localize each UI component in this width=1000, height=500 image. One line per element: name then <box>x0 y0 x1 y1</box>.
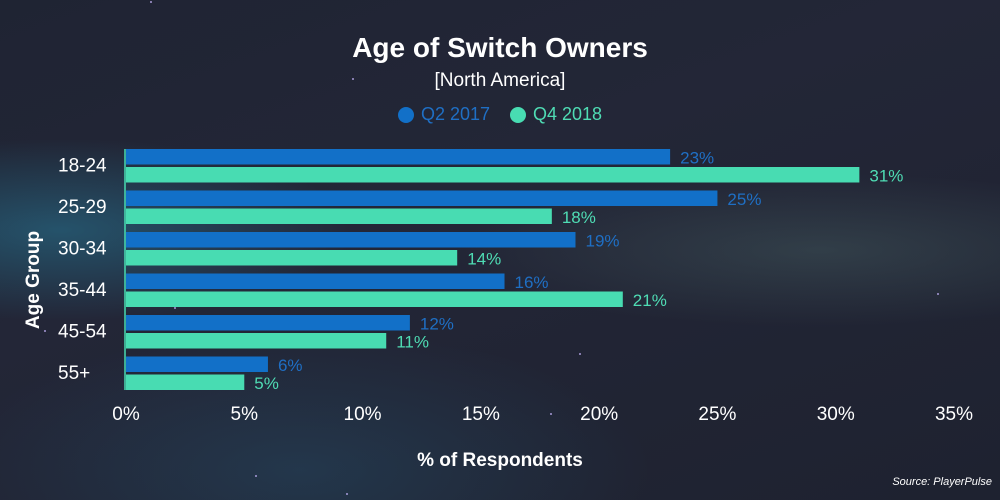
bar-value-label: 31% <box>869 167 903 186</box>
x-tick-label: 30% <box>817 404 855 425</box>
bar-value-label: 19% <box>585 232 619 251</box>
x-tick-label: 0% <box>112 404 140 425</box>
x-tick-label: 35% <box>935 404 973 425</box>
background-star <box>579 353 581 355</box>
bar-value-label: 6% <box>278 356 303 375</box>
bar-value-label: 12% <box>420 315 454 334</box>
bar-q4-2018[interactable] <box>126 167 860 183</box>
category-labels-group: 18-24 25-29 30-34 35-44 45-54 55+ <box>58 156 107 385</box>
background-star <box>44 330 46 332</box>
bar-q2-2017[interactable] <box>126 273 505 290</box>
background-star <box>352 78 354 80</box>
bar-q2-2017[interactable] <box>126 356 268 373</box>
bar-q4-2018[interactable] <box>126 208 552 225</box>
bar-q4-2018[interactable] <box>126 291 623 308</box>
legend-item-q4-2018[interactable]: Q4 2018 <box>510 104 602 125</box>
category-label: 30-34 <box>58 239 107 260</box>
bar-value-label: 11% <box>396 333 429 352</box>
bar-q2-2017[interactable] <box>126 232 576 248</box>
legend-label: Q4 2018 <box>533 104 603 124</box>
bar-value-label: 5% <box>254 374 279 393</box>
background-star <box>550 413 552 415</box>
bar-value-label: 23% <box>680 149 714 168</box>
x-tick-label: 25% <box>698 404 736 425</box>
background-star <box>255 475 257 477</box>
x-axis-title: % of Respondents <box>417 450 583 471</box>
legend: Q2 2017 Q4 2018 <box>0 104 1000 125</box>
x-tick-label: 15% <box>462 404 500 425</box>
category-label: 25-29 <box>58 197 107 218</box>
bar-labels-group: 23% 31% 25% 18% 19% 14% 16% 21% 12%11% 6%5% <box>254 149 903 394</box>
x-tick-labels-group: 0% 5% 10% 15% 20% 25% 30% 35% <box>112 404 973 425</box>
x-tick-label: 10% <box>344 404 382 425</box>
legend-marker-icon <box>397 106 414 123</box>
chart-title: Age of Switch Owners <box>352 32 648 63</box>
bar-q4-2018[interactable] <box>126 250 458 266</box>
bar-q4-2018[interactable] <box>126 333 387 349</box>
bar-value-label: 25% <box>727 190 761 209</box>
category-label: 35-44 <box>58 280 107 301</box>
bar-value-label: 18% <box>562 208 596 227</box>
legend-item-q2-2017[interactable]: Q2 2017 <box>397 104 490 125</box>
bar-value-label: 16% <box>515 273 549 292</box>
background-star <box>937 293 939 295</box>
source-note: Source: PlayerPulse <box>892 476 992 488</box>
bar-q2-2017[interactable] <box>126 190 718 207</box>
category-label: 45-54 <box>58 322 107 343</box>
category-label: 55+ <box>58 363 90 384</box>
legend-marker-icon <box>510 106 526 123</box>
bars-group <box>126 149 860 391</box>
bar-value-label: 21% <box>633 291 667 310</box>
category-label: 18-24 <box>58 156 107 177</box>
x-tick-label: 20% <box>580 404 618 425</box>
background-star <box>174 307 176 309</box>
bar-value-label: 14% <box>467 250 501 269</box>
legend-label: Q2 2017 <box>420 104 490 124</box>
background-star <box>346 493 348 495</box>
bar-q4-2018[interactable] <box>126 374 245 391</box>
chart-subtitle: [North America] <box>434 70 566 91</box>
bar-q2-2017[interactable] <box>126 149 671 165</box>
x-tick-label: 5% <box>231 404 259 425</box>
background-star <box>150 1 152 3</box>
bar-q2-2017[interactable] <box>126 315 410 331</box>
